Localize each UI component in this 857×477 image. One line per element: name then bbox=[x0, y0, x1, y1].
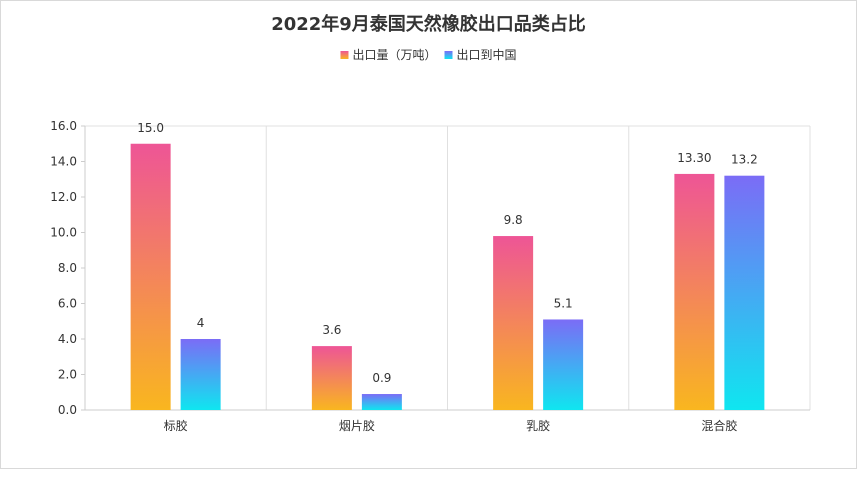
y-tick-label: 6.0 bbox=[58, 297, 77, 311]
data-label: 5.1 bbox=[554, 296, 573, 310]
y-tick-label: 16.0 bbox=[50, 119, 77, 133]
y-tick-label: 4.0 bbox=[58, 332, 77, 346]
bar-export-to-china[interactable] bbox=[180, 339, 221, 410]
data-label: 13.2 bbox=[731, 153, 758, 167]
bar-export-to-china[interactable] bbox=[361, 394, 402, 410]
y-tick-label: 2.0 bbox=[58, 368, 77, 382]
legend: 出口量（万吨） 出口到中国 bbox=[340, 47, 517, 62]
legend-swatch bbox=[340, 51, 349, 59]
data-label: 3.6 bbox=[322, 323, 341, 337]
x-tick-label: 烟片胶 bbox=[339, 418, 375, 433]
grid bbox=[85, 125, 811, 410]
data-label: 9.8 bbox=[504, 213, 523, 227]
y-tick-label: 14.0 bbox=[50, 155, 77, 169]
bar-export-volume[interactable] bbox=[130, 143, 171, 410]
chart-title: 2022年9月泰国天然橡胶出口品类占比 bbox=[271, 14, 586, 35]
legend-item[interactable]: 出口到中国 bbox=[444, 47, 517, 62]
x-tick-label: 标胶 bbox=[164, 418, 188, 433]
bar-export-volume[interactable] bbox=[493, 236, 534, 410]
y-tick-label: 12.0 bbox=[50, 190, 77, 204]
bar-export-volume[interactable] bbox=[311, 346, 352, 410]
bars bbox=[130, 143, 765, 410]
y-tick-label: 0.0 bbox=[58, 403, 77, 417]
data-label: 4 bbox=[197, 316, 205, 330]
bar-export-volume[interactable] bbox=[674, 173, 715, 410]
data-label: 15.0 bbox=[137, 121, 164, 135]
x-tick-label: 混合胶 bbox=[701, 418, 737, 433]
bar-export-to-china[interactable] bbox=[543, 319, 584, 410]
x-tick-label: 乳胶 bbox=[526, 418, 550, 433]
data-label: 13.30 bbox=[677, 151, 711, 165]
legend-label: 出口量（万吨） bbox=[352, 48, 436, 62]
legend-item[interactable]: 出口量（万吨） bbox=[340, 48, 437, 62]
data-labels: 15.0 4 3.6 0.9 9.8 5.1 13.30 13.2 bbox=[137, 121, 757, 385]
bar-export-to-china[interactable] bbox=[724, 175, 765, 410]
y-tick-label: 10.0 bbox=[50, 226, 77, 240]
legend-label: 出口到中国 bbox=[457, 47, 517, 62]
y-tick-label: 8.0 bbox=[58, 261, 77, 275]
legend-swatch bbox=[444, 51, 453, 59]
data-label: 0.9 bbox=[372, 371, 391, 385]
